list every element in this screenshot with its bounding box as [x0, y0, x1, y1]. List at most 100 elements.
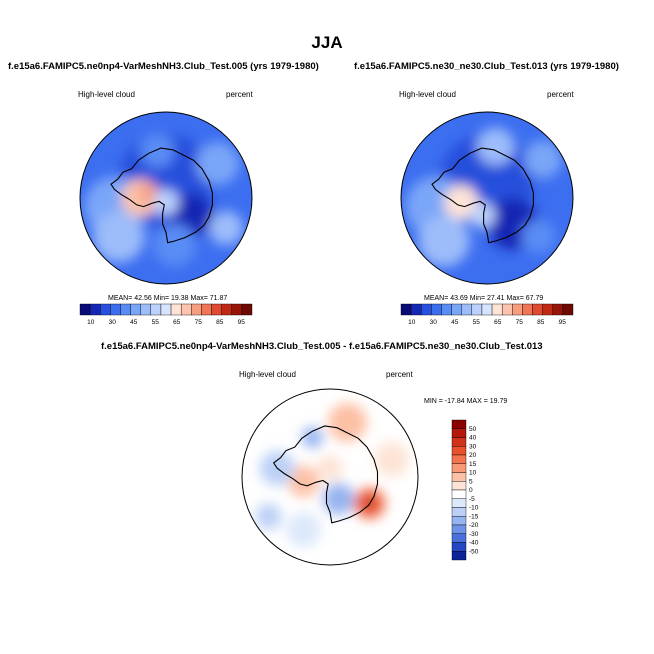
- diff-map-border: [241, 388, 419, 566]
- figure-title: JJA: [311, 33, 343, 52]
- colorbar-segment: [451, 303, 462, 316]
- panel1-stats: MEAN= 42.56 Min= 19.38 Max= 71.87: [108, 295, 228, 302]
- field-patch: [301, 426, 323, 448]
- field-patch: [469, 202, 496, 229]
- field-patch: [316, 455, 344, 482]
- colorbar-tick-label: 55: [473, 319, 481, 326]
- colorbar-tick-label: -20: [469, 522, 479, 529]
- colorbar-segment: [180, 303, 192, 316]
- field-patch: [153, 189, 179, 216]
- colorbar-tick-label: 95: [238, 319, 246, 326]
- colorbar-tick-label: -5: [469, 496, 475, 503]
- field-patch: [418, 215, 470, 267]
- panel1-case-title: f.e15a6.FAMIPC5.ne0np4-VarMeshNH3.Club_T…: [8, 61, 319, 72]
- colorbar-tick-label: 30: [109, 319, 117, 326]
- panel2-variable-label: High-level cloud: [399, 90, 456, 99]
- colorbar-tick-label: 55: [152, 319, 160, 326]
- colorbar-tick-label: -40: [469, 540, 479, 547]
- colorbar-segment: [481, 303, 493, 316]
- colorbar-segment: [211, 303, 222, 316]
- panel1-map: [79, 111, 253, 285]
- colorbar-segment: [451, 428, 467, 438]
- colorbar-segment: [140, 303, 152, 316]
- panel2-units-label: percent: [547, 90, 574, 99]
- diff-case-title: f.e15a6.FAMIPC5.ne0np4-VarMeshNH3.Club_T…: [101, 341, 543, 352]
- field-patch: [140, 133, 175, 168]
- colorbar-tick-label: 95: [559, 319, 567, 326]
- colorbar-segment: [451, 498, 467, 508]
- colorbar-segment: [461, 303, 473, 316]
- antarctica-coastline: [110, 147, 213, 244]
- colorbar-tick-label: 5: [469, 478, 473, 485]
- colorbar-tick-label: 15: [469, 461, 477, 468]
- field-patch: [328, 403, 367, 442]
- colorbar-segment: [451, 446, 467, 456]
- colorbar-tick-label: 65: [173, 319, 181, 326]
- colorbar-tick-label: 75: [516, 319, 524, 326]
- colorbar-segment: [451, 472, 467, 482]
- colorbar-tick-label: 30: [469, 443, 477, 450]
- antarctica-coastline: [431, 147, 534, 244]
- diff-variable-label: High-level cloud: [239, 370, 296, 379]
- colorbar-segment: [100, 303, 111, 316]
- panel2-map: [400, 111, 574, 285]
- panel1-map-border: [79, 111, 253, 285]
- field-patch: [196, 142, 240, 186]
- field-patch: [255, 503, 282, 530]
- field-patch: [521, 219, 556, 254]
- colorbar-segment: [89, 303, 101, 316]
- colorbar-tick-label: -30: [469, 531, 479, 538]
- colorbar-segment: [451, 516, 467, 526]
- colorbar-segment: [110, 303, 121, 316]
- colorbar-tick-label: 10: [87, 319, 95, 326]
- colorbar-segment: [120, 303, 131, 316]
- colorbar-segment: [79, 303, 91, 316]
- colorbar-segment: [451, 524, 467, 534]
- colorbar-tick-label: 65: [494, 319, 502, 326]
- colorbar-segment: [410, 303, 422, 316]
- colorbar-segment: [542, 303, 553, 316]
- diff-stats: MIN = -17.84 MAX = 19.79: [424, 398, 508, 405]
- colorbar-tick-label: -15: [469, 513, 479, 520]
- colorbar-segment: [451, 481, 467, 491]
- field-patch: [444, 185, 479, 220]
- colorbar-tick-label: 30: [430, 319, 438, 326]
- colorbar-segment: [160, 303, 172, 316]
- colorbar-tick-label: 85: [216, 319, 224, 326]
- colorbar-segment: [221, 303, 232, 316]
- panel1-colorbar: 10 30 45 55 65 75 85 95: [79, 303, 253, 326]
- colorbar-segment: [471, 303, 483, 316]
- panel2-stats: MEAN= 43.69 Min= 27.41 Max= 67.79: [424, 295, 544, 302]
- colorbar-tick-label: 0: [469, 487, 473, 494]
- colorbar-segment: [441, 303, 452, 316]
- colorbar-segment: [451, 463, 467, 473]
- colorbar-segment: [451, 489, 467, 499]
- colorbar-tick-label: 85: [537, 319, 545, 326]
- panel2-case-title: f.e15a6.FAMIPC5.ne30_ne30.Club_Test.013 …: [354, 61, 619, 72]
- colorbar-segment: [421, 303, 432, 316]
- colorbar-segment: [522, 303, 533, 316]
- colorbar-segment: [451, 454, 467, 464]
- colorbar-segment: [451, 551, 467, 561]
- colorbar-segment: [562, 303, 574, 316]
- colorbar-segment: [400, 303, 412, 316]
- diff-units-label: percent: [386, 370, 413, 379]
- panel2-map-border: [400, 111, 574, 285]
- field-patch: [92, 210, 145, 263]
- colorbar-tick-label: 45: [130, 319, 138, 326]
- field-patch: [287, 465, 320, 498]
- colorbar-tick-label: 40: [469, 435, 477, 442]
- colorbar-segment: [231, 303, 243, 316]
- panel2-colorbar: 10 30 45 55 65 75 85 95: [400, 303, 574, 326]
- field-patch: [374, 441, 410, 477]
- colorbar-segment: [130, 303, 141, 316]
- colorbar-segment: [451, 419, 467, 429]
- colorbar-segment: [431, 303, 442, 316]
- field-patch: [476, 127, 515, 166]
- field-patch: [209, 210, 244, 246]
- colorbar-tick-label: 45: [451, 319, 459, 326]
- colorbar-tick-label: 50: [469, 426, 477, 433]
- colorbar-tick-label: 10: [408, 319, 416, 326]
- field-patch: [153, 223, 197, 267]
